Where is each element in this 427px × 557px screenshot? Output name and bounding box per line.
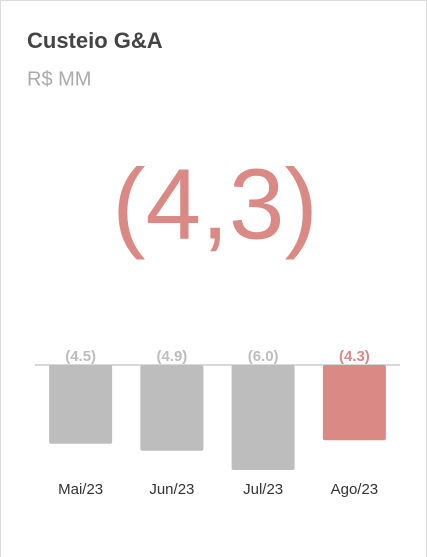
chart-title: Custeio G&A — [27, 28, 163, 53]
bar — [140, 365, 204, 451]
value-label: (4.5) — [65, 348, 96, 365]
value-label: (4.3) — [339, 348, 370, 365]
x-tick-label: Ago/23 — [331, 481, 379, 498]
x-tick-label: Mai/23 — [58, 481, 103, 498]
bar — [231, 365, 295, 470]
chart-subtitle: R$ MM — [27, 68, 91, 90]
value-label: (4.9) — [156, 348, 187, 365]
bar — [322, 365, 386, 441]
x-tick-label: Jun/23 — [149, 481, 194, 498]
bar — [49, 365, 113, 444]
x-tick-label: Jul/23 — [243, 481, 283, 498]
value-label: (6.0) — [248, 348, 279, 365]
kpi-value: (4,3) — [112, 148, 318, 260]
